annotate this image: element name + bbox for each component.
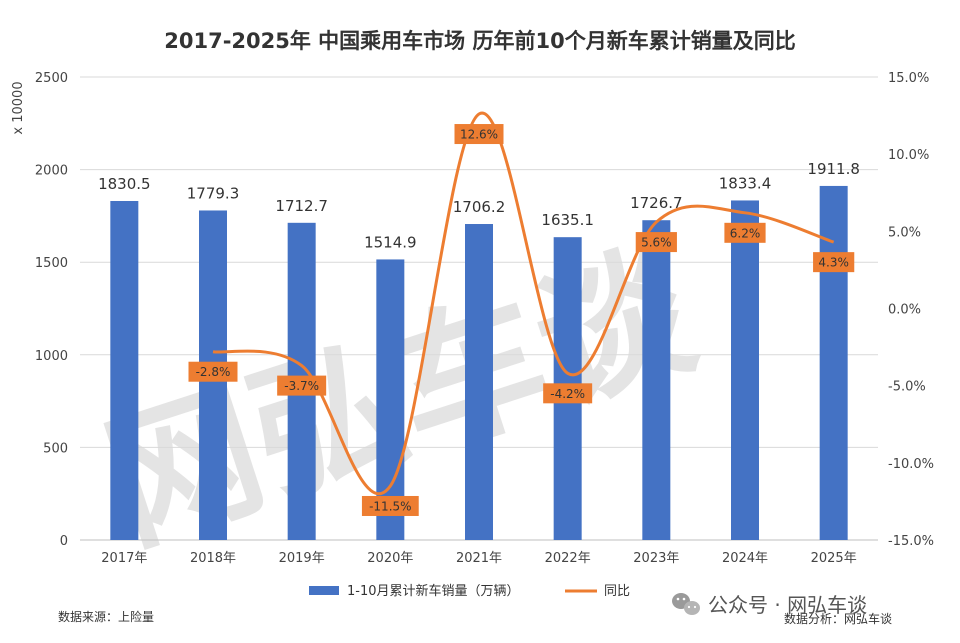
analysis-note: 数据分析：网弘车谈 <box>784 611 892 626</box>
line-series: -2.8% -3.7% -11.5% 12.6% -4.2% 5.6% 6.2% 4.3% <box>188 111 855 516</box>
x-tick-label: 2020年 <box>367 551 413 566</box>
y-right-tick-label: 0.0% <box>888 303 921 318</box>
yoy-label-box <box>454 124 504 145</box>
bar <box>819 185 848 541</box>
chart-title: 2017-2025年 中国乘用车市场 历年前10个月新车累计销量及同比 <box>164 29 795 53</box>
y-left-tick-label: 2500 <box>35 71 68 86</box>
yoy-label-box <box>635 232 677 253</box>
bar-value-label: 1830.5 <box>98 175 151 193</box>
bar-value-label: 1833.4 <box>719 174 772 192</box>
yoy-value-label: 5.6% <box>641 236 672 250</box>
y-right-tick-label: 15.0% <box>888 71 929 86</box>
yoy-label-box <box>543 383 593 404</box>
x-tick-label: 2025年 <box>811 551 857 566</box>
bar <box>110 200 139 540</box>
yoy-value-label: 4.3% <box>818 256 849 270</box>
yoy-label-box <box>813 252 855 273</box>
bar-value-label: 1706.2 <box>453 198 506 216</box>
bar-series: 1830.5 1779.3 1712.7 1514.9 1706.2 1635.1 1726… <box>98 160 860 541</box>
bar-value-label: 1712.7 <box>275 197 328 215</box>
yoy-value-label: 6.2% <box>730 226 761 240</box>
yoy-value-label: -11.5% <box>369 499 411 513</box>
bar <box>731 200 759 540</box>
yoy-label-box <box>361 495 419 516</box>
y-left-tick-label: 0 <box>60 534 68 549</box>
y-axis-unit-label: x 10000 <box>11 81 26 134</box>
bar <box>642 220 671 541</box>
x-tick-label: 2022年 <box>545 551 591 566</box>
yoy-value-label: -3.7% <box>284 379 319 393</box>
wechat-badge: 公众号 · 网弘车谈 <box>672 593 867 617</box>
yoy-label-box <box>277 375 327 396</box>
y-left-tick-label: 1000 <box>35 349 68 364</box>
wechat-badge-label: 公众号 · 网弘车谈 <box>708 593 867 617</box>
y-left-tick-label: 1500 <box>35 256 68 271</box>
yoy-label-box <box>188 361 238 382</box>
x-tick-label: 2021年 <box>456 551 502 566</box>
yoy-label-box <box>724 222 766 243</box>
y-right-tick-label: 10.0% <box>888 148 929 163</box>
y-right-tick-label: -10.0% <box>888 457 934 472</box>
yoy-value-label: -2.8% <box>196 365 231 379</box>
y-right-tick-label: 5.0% <box>888 225 921 240</box>
bar-value-label: 1911.8 <box>807 160 860 178</box>
legend: 1-10月累计新车销量（万辆） 同比 <box>309 583 630 599</box>
x-tick-label: 2018年 <box>190 551 236 566</box>
x-tick-label: 2017年 <box>101 551 147 566</box>
y-left-tick-label: 500 <box>43 441 68 456</box>
bar-value-label: 1635.1 <box>541 211 594 229</box>
bar-value-label: 1779.3 <box>187 184 240 202</box>
axes: 0 500 1000 1500 2000 2500 -15.0% -10.0% -5.0% 0.0… <box>35 71 934 566</box>
wechat-icon <box>672 593 700 615</box>
yoy-value-label: -4.2% <box>550 387 585 401</box>
legend-bar-label: 1-10月累计新车销量（万辆） <box>347 583 520 599</box>
source-note: 数据来源：上险量 <box>58 609 154 624</box>
x-tick-label: 2024年 <box>722 551 768 566</box>
bar-value-label: 1726.7 <box>630 194 683 212</box>
y-right-tick-label: -5.0% <box>888 380 926 395</box>
y-left-tick-label: 2000 <box>35 164 68 179</box>
legend-line-label: 同比 <box>604 584 630 599</box>
bar <box>465 224 493 540</box>
y-right-tick-label: -15.0% <box>888 534 934 549</box>
x-tick-label: 2019年 <box>279 551 325 566</box>
bar-value-label: 1514.9 <box>364 233 417 251</box>
legend-bar-swatch <box>309 586 339 595</box>
x-tick-label: 2023年 <box>633 551 679 566</box>
yoy-value-label: 12.6% <box>460 128 498 142</box>
